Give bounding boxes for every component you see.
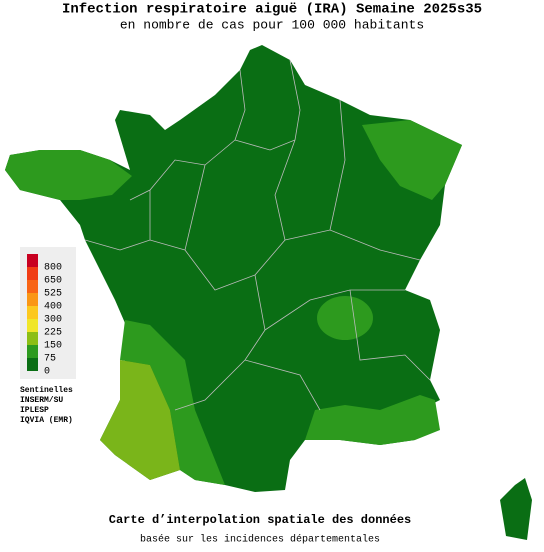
legend-label: 75 <box>44 354 56 365</box>
subtitle: en nombre de cas pour 100 000 habitants <box>120 17 424 32</box>
legend-swatch <box>27 267 38 280</box>
region-provence <box>305 395 440 445</box>
legend-label: 0 <box>44 367 50 378</box>
source-line: IQVIA (EMR) <box>20 416 73 425</box>
legend-swatch <box>27 293 38 306</box>
map <box>5 45 532 540</box>
source-line: Sentinelles <box>20 386 73 395</box>
source-line: INSERM/SU <box>20 396 63 405</box>
region-landes <box>100 360 180 480</box>
france-mainland <box>5 45 462 492</box>
legend-label: 525 <box>44 289 62 300</box>
legend-swatch <box>27 358 38 371</box>
legend-label: 300 <box>44 315 62 326</box>
legend-label: 225 <box>44 328 62 339</box>
region-alsace <box>362 120 462 200</box>
region-borders <box>84 59 431 411</box>
legend-swatch <box>27 345 38 358</box>
corsica <box>500 478 532 540</box>
legend-swatch <box>27 280 38 293</box>
legend-label: 800 <box>44 263 62 274</box>
footer-subtitle: basée sur les incidences départementales <box>140 534 380 546</box>
region-southwest-band <box>120 320 225 485</box>
region-brittany <box>5 150 132 200</box>
legend-label: 150 <box>44 341 62 352</box>
legend-swatch <box>27 254 38 267</box>
title: Infection respiratoire aiguë (IRA) Semai… <box>62 2 482 18</box>
legend: 800 650 525 400 300 225 150 75 0 <box>27 254 62 378</box>
footer-title: Carte d’interpolation spatiale des donné… <box>109 513 411 527</box>
legend-swatch <box>27 306 38 319</box>
legend-swatch <box>27 319 38 332</box>
legend-label: 400 <box>44 302 62 313</box>
legend-label: 650 <box>44 276 62 287</box>
legend-swatch <box>27 332 38 345</box>
region-auvergne <box>317 296 373 340</box>
source-line: IPLESP <box>20 406 49 415</box>
